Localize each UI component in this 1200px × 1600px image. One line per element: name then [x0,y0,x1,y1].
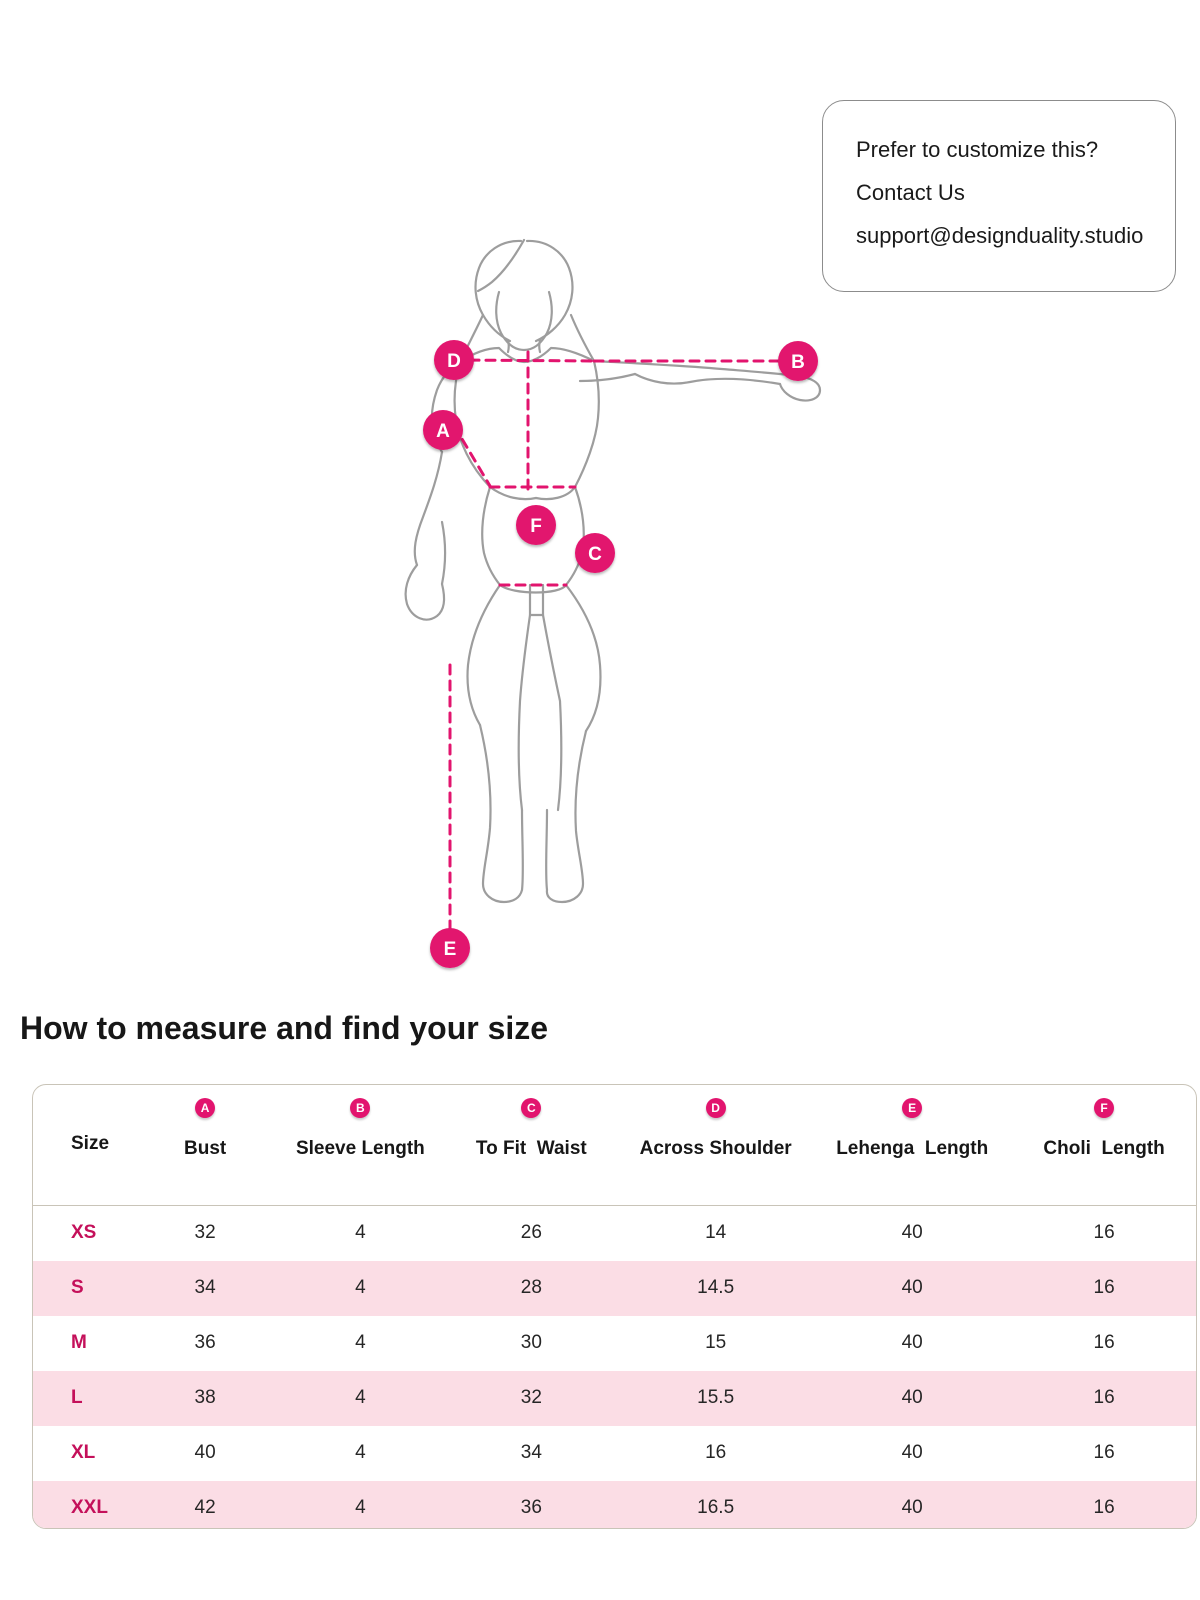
svg-text:F: F [530,516,542,537]
svg-text:D: D [447,351,461,372]
svg-text:C: C [588,544,602,565]
svg-text:A: A [436,421,450,442]
svg-text:E: E [444,939,457,960]
svg-text:B: B [791,352,805,373]
